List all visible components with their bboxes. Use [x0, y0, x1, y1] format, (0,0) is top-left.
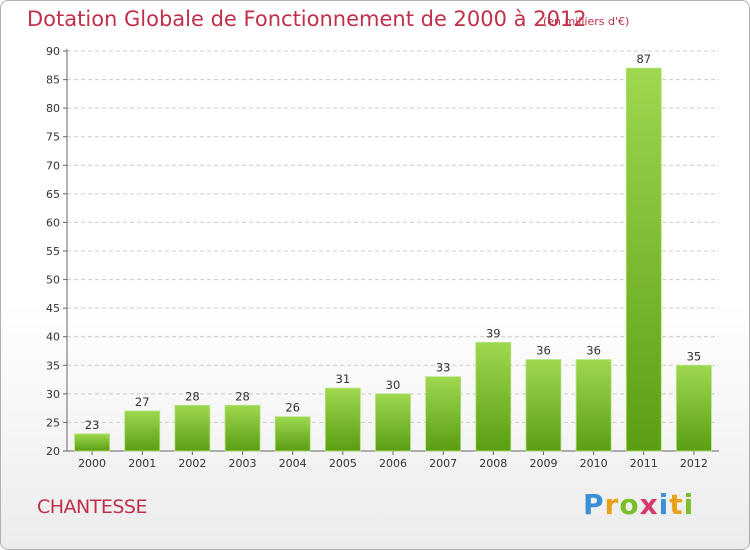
data-label: 35	[687, 349, 702, 363]
grid-lines	[67, 50, 719, 423]
labels: 20 25 30 35 40 45 50 55 60 65 70 75 80 85 90 2000 23 2001…	[46, 45, 708, 470]
bar-2005	[324, 387, 361, 452]
data-label: 28	[235, 389, 250, 403]
y-tick-label: 90	[46, 45, 60, 58]
bar-2008	[475, 342, 512, 452]
bar-2009	[525, 359, 562, 452]
logo-letter: i	[683, 488, 695, 521]
proxiti-logo[interactable]: Proxiti	[583, 488, 694, 521]
bar-2011	[625, 67, 662, 452]
data-label: 39	[486, 326, 501, 340]
x-tick-label: 2004	[279, 457, 307, 470]
data-label: 33	[436, 361, 451, 375]
x-tick-label: 2008	[479, 457, 507, 470]
x-tick-label: 2003	[229, 457, 257, 470]
bar-2012	[676, 364, 712, 452]
chart-unit: (en milliers d'€)	[543, 15, 630, 28]
logo-letter: r	[604, 488, 620, 521]
logo-letter: o	[619, 488, 640, 521]
bar-2010	[575, 359, 612, 452]
data-label: 36	[536, 344, 551, 358]
data-label: 87	[636, 52, 651, 66]
x-tick-label: 2002	[178, 457, 206, 470]
bar-2007	[425, 376, 462, 452]
x-tick-label: 2007	[429, 457, 457, 470]
y-tick-label: 20	[46, 445, 60, 458]
logo-letter: x	[639, 488, 659, 521]
y-tick-label: 25	[46, 416, 60, 429]
y-tick-label: 85	[46, 74, 60, 87]
y-tick-label: 65	[46, 188, 60, 201]
commune-name: CHANTESSE	[37, 496, 148, 518]
bar-2000	[74, 433, 110, 452]
bar-2006	[375, 393, 411, 452]
data-label: 27	[135, 395, 150, 409]
x-tick-label: 2000	[78, 457, 106, 470]
logo-letter: i	[658, 488, 670, 521]
y-tick-label: 80	[46, 102, 60, 115]
x-tick-label: 2009	[529, 457, 557, 470]
x-tick-label: 2006	[379, 457, 407, 470]
data-label: 30	[386, 378, 401, 392]
y-tick-label: 70	[46, 159, 60, 172]
bar-2004	[274, 416, 311, 452]
y-tick-label: 30	[46, 388, 60, 401]
logo-letter: P	[583, 488, 605, 521]
chart-title: Dotation Globale de Fonctionnement de 20…	[27, 7, 587, 31]
y-tick-label: 55	[46, 245, 60, 258]
x-tick-label: 2012	[680, 457, 708, 470]
bar-2001	[124, 410, 161, 452]
data-label: 23	[85, 418, 100, 432]
y-tick-label: 60	[46, 216, 60, 229]
y-tick-label: 40	[46, 331, 60, 344]
x-tick-label: 2005	[329, 457, 357, 470]
y-tick-label: 50	[46, 274, 60, 287]
y-tick-label: 75	[46, 131, 60, 144]
x-tick-label: 2011	[630, 457, 658, 470]
y-tick-label: 45	[46, 302, 60, 315]
data-label: 36	[586, 344, 601, 358]
bar-2002	[174, 404, 211, 452]
data-label: 26	[285, 401, 300, 415]
bar-2003	[224, 404, 261, 452]
y-tick-label: 35	[46, 359, 60, 372]
bars	[74, 67, 712, 452]
x-tick-label: 2001	[128, 457, 156, 470]
data-label: 31	[336, 372, 351, 386]
logo-letter: t	[669, 488, 684, 521]
x-tick-label: 2010	[580, 457, 608, 470]
data-label: 28	[185, 389, 200, 403]
